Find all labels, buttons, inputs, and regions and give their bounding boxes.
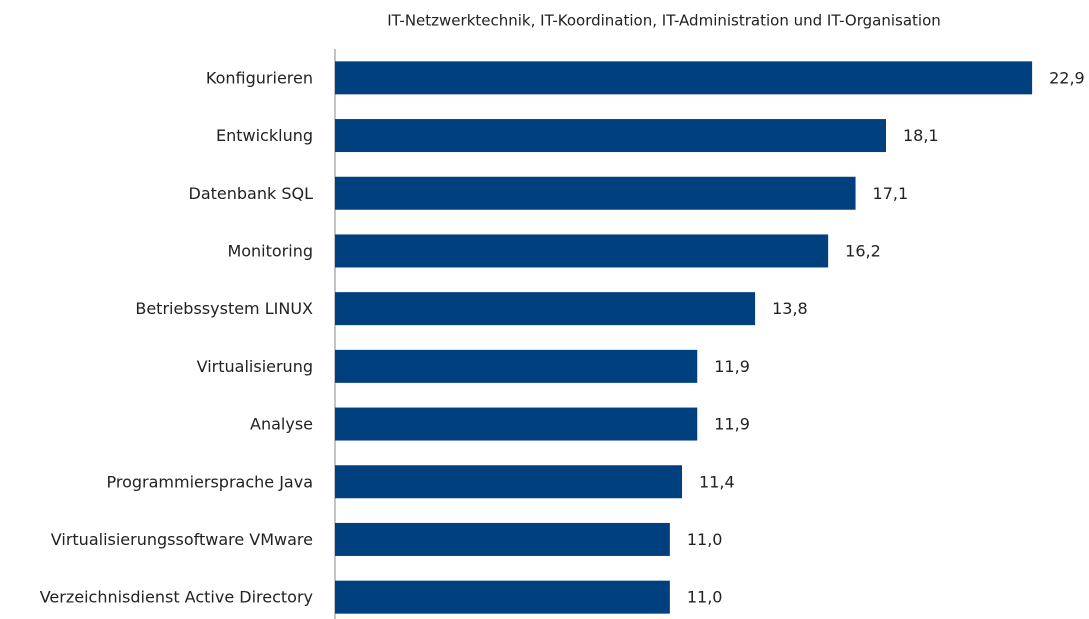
value-label: 16,2 — [845, 241, 881, 260]
bar — [335, 176, 856, 210]
category-label: Betriebssystem LINUX — [135, 299, 313, 318]
category-label: Analyse — [250, 415, 313, 434]
bar — [335, 119, 886, 153]
category-label: Entwicklung — [216, 126, 313, 145]
bar — [335, 465, 683, 499]
bar — [335, 61, 1033, 95]
bar — [335, 349, 698, 383]
category-label: Virtualisierungssoftware VMware — [51, 530, 313, 549]
category-label: Monitoring — [227, 241, 313, 260]
value-label: 11,9 — [714, 415, 750, 434]
category-label: Programmiersprache Java — [107, 472, 314, 491]
category-label: Datenbank SQL — [189, 184, 314, 203]
bar — [335, 522, 670, 556]
value-label: 11,4 — [699, 472, 735, 491]
value-label: 22,9 — [1049, 68, 1085, 87]
value-label: 18,1 — [903, 126, 939, 145]
bar — [335, 234, 829, 268]
category-label: Verzeichnisdienst Active Directory — [40, 588, 313, 607]
bar — [335, 580, 670, 614]
value-label: 11,0 — [687, 530, 723, 549]
value-label: 13,8 — [772, 299, 808, 318]
category-label: Konfigurieren — [206, 68, 313, 87]
bar — [335, 407, 698, 441]
category-label: Virtualisierung — [197, 357, 313, 376]
value-label: 11,0 — [687, 588, 723, 607]
value-label: 17,1 — [873, 184, 909, 203]
bar — [335, 292, 756, 326]
value-label: 11,9 — [714, 357, 750, 376]
chart-title: IT-Netzwerktechnik, IT-Koordination, IT-… — [387, 12, 941, 30]
